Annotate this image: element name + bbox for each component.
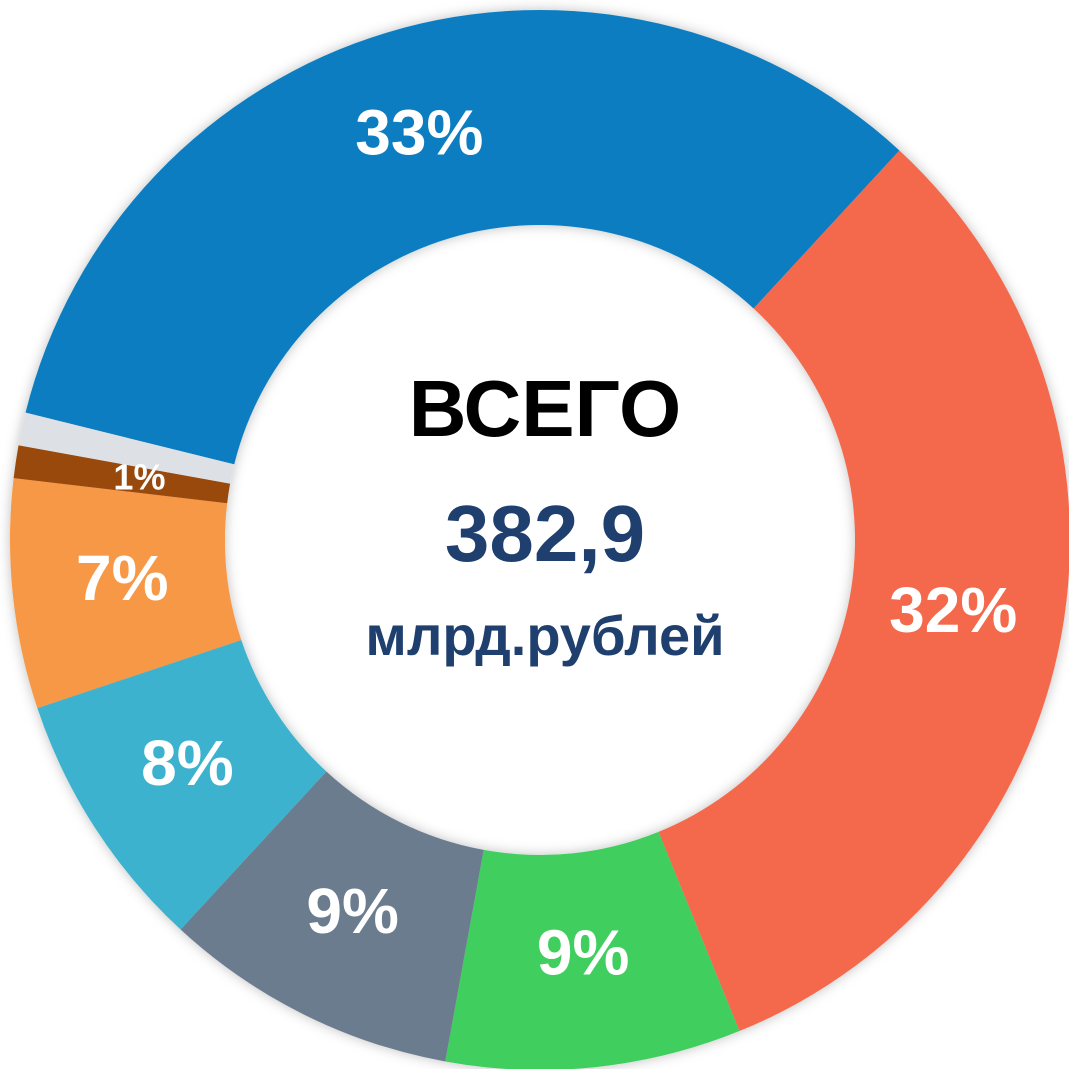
slice-label: 33%: [355, 97, 483, 169]
slice: [445, 831, 740, 1071]
slice: [37, 639, 327, 930]
slice-label: 8%: [141, 727, 234, 799]
slice: [25, 9, 900, 465]
slice-label: 1%: [113, 457, 165, 498]
slice: [10, 478, 242, 709]
slice: [658, 150, 1069, 1032]
slice-label: 9%: [306, 875, 399, 947]
slice-label: 7%: [76, 542, 169, 614]
slice: [18, 412, 235, 484]
center-value: 382,9: [445, 489, 645, 578]
slice-label: 32%: [889, 574, 1017, 646]
slice: [13, 445, 231, 504]
slice: [180, 771, 484, 1062]
center-title: ВСЕГО: [409, 364, 681, 453]
donut: [10, 9, 1069, 1071]
slice-label: 9%: [537, 917, 630, 989]
center-unit: млрд.рублей: [365, 604, 724, 667]
